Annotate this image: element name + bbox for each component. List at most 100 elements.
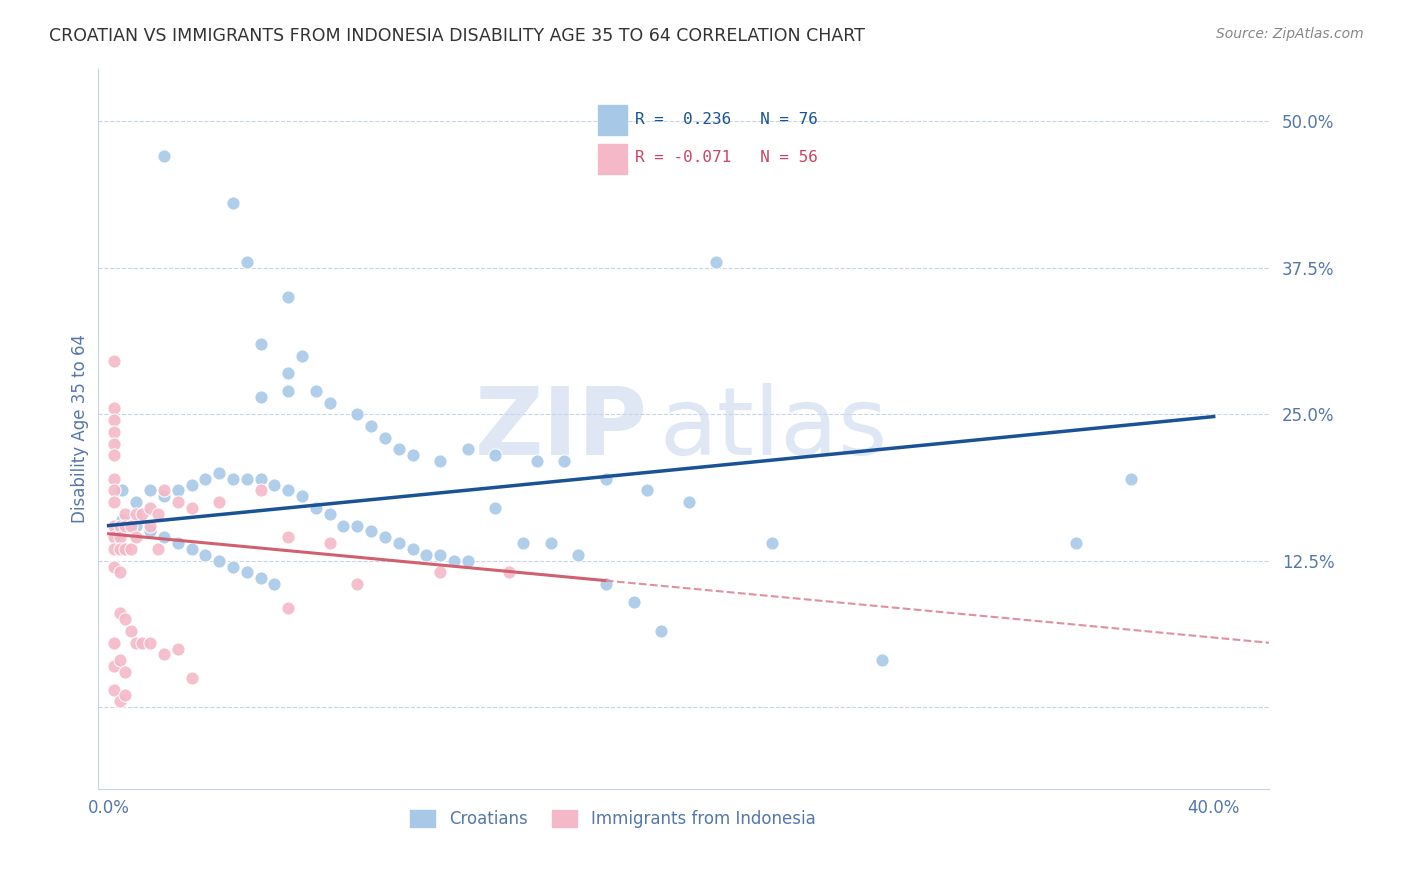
- Point: [761, 536, 783, 550]
- Point: [870, 653, 893, 667]
- Point: [194, 472, 217, 486]
- Text: Source: ZipAtlas.com: Source: ZipAtlas.com: [1216, 27, 1364, 41]
- Point: [120, 541, 142, 556]
- Point: [153, 489, 176, 503]
- Point: [139, 518, 162, 533]
- Point: [360, 524, 382, 539]
- Point: [125, 518, 148, 533]
- Point: [222, 559, 245, 574]
- Point: [114, 541, 136, 556]
- Point: [650, 624, 672, 638]
- Point: [103, 530, 125, 544]
- Point: [222, 472, 245, 486]
- Point: [401, 541, 423, 556]
- Point: [103, 682, 125, 697]
- Point: [208, 495, 231, 509]
- Point: [484, 448, 506, 462]
- Point: [139, 524, 162, 539]
- Point: [263, 477, 285, 491]
- Point: [388, 442, 411, 457]
- Point: [120, 624, 142, 638]
- Point: [125, 530, 148, 544]
- Point: [114, 689, 136, 703]
- Point: [360, 419, 382, 434]
- Point: [332, 518, 354, 533]
- Point: [277, 290, 299, 304]
- Point: [236, 566, 259, 580]
- Point: [1064, 536, 1087, 550]
- Point: [277, 600, 299, 615]
- Point: [148, 541, 170, 556]
- Point: [108, 541, 131, 556]
- Point: [153, 530, 176, 544]
- Point: [277, 366, 299, 380]
- Point: [277, 530, 299, 544]
- Point: [108, 694, 131, 708]
- Point: [103, 436, 125, 450]
- Point: [498, 566, 520, 580]
- Point: [180, 541, 202, 556]
- Point: [131, 636, 153, 650]
- Point: [114, 518, 136, 533]
- Point: [125, 495, 148, 509]
- Point: [374, 431, 396, 445]
- Point: [318, 507, 340, 521]
- Point: [249, 472, 271, 486]
- Point: [706, 255, 728, 269]
- Point: [346, 518, 368, 533]
- Point: [208, 466, 231, 480]
- Point: [111, 513, 134, 527]
- Point: [103, 495, 125, 509]
- Point: [103, 483, 125, 498]
- Point: [401, 448, 423, 462]
- Point: [180, 671, 202, 685]
- Point: [108, 653, 131, 667]
- Point: [318, 536, 340, 550]
- Point: [131, 507, 153, 521]
- Point: [153, 149, 176, 163]
- Text: CROATIAN VS IMMIGRANTS FROM INDONESIA DISABILITY AGE 35 TO 64 CORRELATION CHART: CROATIAN VS IMMIGRANTS FROM INDONESIA DI…: [49, 27, 865, 45]
- Point: [346, 407, 368, 421]
- Point: [180, 477, 202, 491]
- Point: [222, 196, 245, 211]
- Point: [108, 566, 131, 580]
- Point: [457, 442, 479, 457]
- Point: [540, 536, 562, 550]
- Y-axis label: Disability Age 35 to 64: Disability Age 35 to 64: [72, 334, 89, 524]
- Point: [103, 413, 125, 427]
- Point: [429, 454, 451, 468]
- Point: [512, 536, 534, 550]
- Point: [114, 612, 136, 626]
- Point: [111, 483, 134, 498]
- Point: [139, 636, 162, 650]
- Point: [595, 577, 617, 591]
- Point: [166, 536, 188, 550]
- Point: [148, 507, 170, 521]
- Point: [623, 595, 645, 609]
- Point: [443, 554, 465, 568]
- Point: [249, 390, 271, 404]
- Point: [194, 548, 217, 562]
- Point: [103, 518, 125, 533]
- Point: [429, 548, 451, 562]
- Point: [166, 495, 188, 509]
- Point: [374, 530, 396, 544]
- Point: [291, 349, 314, 363]
- Point: [103, 559, 125, 574]
- Point: [484, 500, 506, 515]
- Point: [277, 384, 299, 398]
- Point: [305, 500, 328, 515]
- Point: [103, 636, 125, 650]
- Point: [125, 507, 148, 521]
- Point: [108, 530, 131, 544]
- Point: [103, 425, 125, 439]
- Point: [1119, 472, 1142, 486]
- Point: [153, 483, 176, 498]
- Point: [166, 483, 188, 498]
- Point: [318, 395, 340, 409]
- Text: atlas: atlas: [659, 383, 889, 475]
- Point: [595, 472, 617, 486]
- Point: [125, 636, 148, 650]
- Point: [263, 577, 285, 591]
- Point: [526, 454, 548, 468]
